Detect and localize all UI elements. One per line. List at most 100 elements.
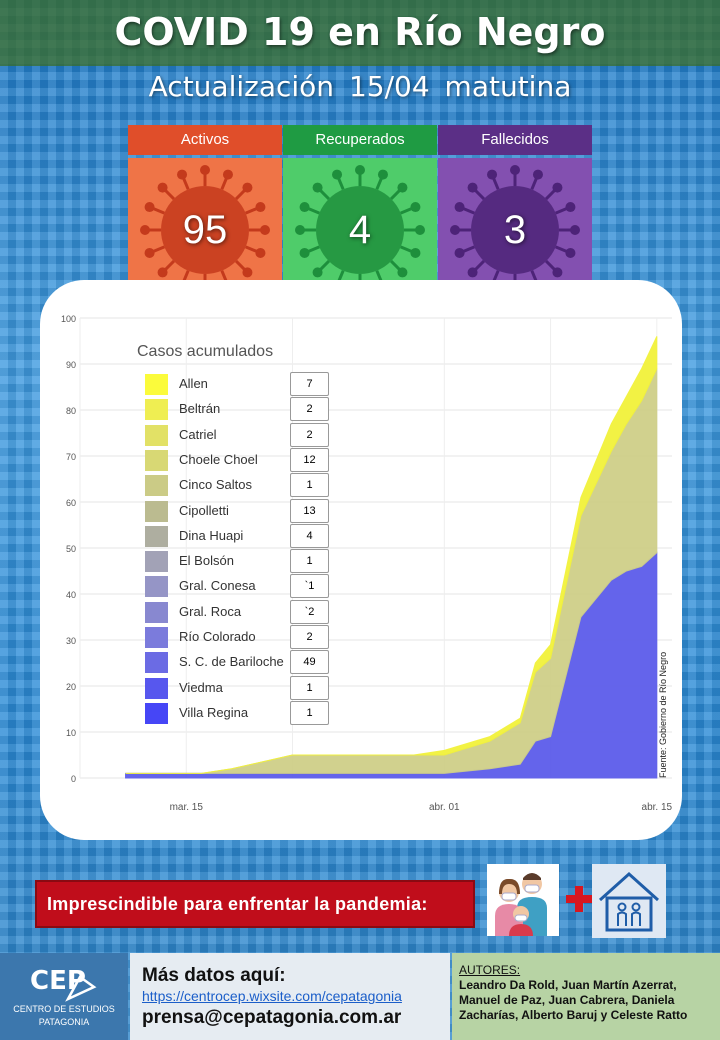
logo-text-line-1: CENTRO DE ESTUDIOS	[13, 1004, 115, 1014]
legend-count: 2	[290, 625, 329, 649]
banner: Imprescindible para enfrentar la pandemi…	[35, 880, 475, 928]
legend-label: Gral. Roca	[179, 603, 242, 619]
legend-label: Cinco Saltos	[179, 477, 252, 493]
legend-item: Río Colorado 2	[145, 625, 330, 649]
x-tick-label: mar. 15	[170, 802, 204, 813]
legend-label: Choele Choel	[179, 451, 258, 467]
stat-label: Fallecidos	[438, 125, 592, 155]
legend-label: Catriel	[179, 426, 217, 442]
header: COVID 19 en Río Negro Actualización 15/0…	[0, 0, 720, 110]
legend-swatch	[145, 449, 168, 471]
y-tick-label: 60	[66, 498, 76, 508]
legend-item: Gral. Roca `2	[145, 599, 330, 624]
plus-icon	[565, 885, 593, 913]
legend-label: S. C. de Bariloche	[179, 654, 284, 670]
legend-item: Viedma 1	[145, 675, 330, 700]
stat-value: 95	[182, 208, 228, 252]
legend-label: Beltrán	[179, 401, 221, 417]
legend-count: 4	[290, 523, 329, 548]
legend-count: 2	[290, 422, 329, 447]
y-tick-label: 0	[71, 774, 76, 784]
legend-swatch	[145, 424, 168, 446]
family-mask-icon	[487, 864, 559, 936]
legend-count: 7	[290, 372, 329, 396]
y-tick-label: 40	[66, 590, 76, 600]
y-tick-label: 10	[66, 728, 76, 738]
legend-label: Dina Huapi	[179, 527, 244, 543]
legend-label: Viedma	[179, 679, 223, 695]
x-tick-label: abr. 01	[429, 802, 460, 813]
more-data-label: Más datos aquí:	[142, 965, 286, 986]
stat-recuperados: Recuperados 4	[283, 125, 437, 303]
legend-swatch	[145, 500, 168, 522]
legend-item: Catriel 2	[145, 422, 330, 447]
legend-swatch	[145, 475, 168, 497]
legend-label: Río Colorado	[179, 629, 256, 644]
page-subtitle: Actualización 15/04 matutina	[148, 70, 572, 103]
stat-activos: Activos 95	[128, 125, 282, 303]
y-tick-label: 80	[66, 406, 76, 416]
cases-area-chart: 0 10 20 30 40 50 60 70 80 90 100 mar. 15 abr. 01 abr.…	[61, 314, 673, 813]
authors-names: Leandro Da Rold, Juan Martín Azerrat, Ma…	[459, 978, 688, 1022]
legend-count: 1	[290, 473, 329, 498]
logo-text-line-2: PATAGONIA	[38, 1017, 90, 1027]
virus-illustration	[283, 158, 437, 303]
legend-swatch	[145, 652, 168, 674]
x-tick-label: abr. 15	[642, 802, 673, 813]
legend-swatch	[145, 601, 168, 623]
title-bar	[0, 0, 720, 66]
page-title: COVID 19 en Río Negro	[114, 10, 606, 54]
y-tick-label: 20	[66, 682, 76, 692]
y-tick-label: 90	[66, 360, 76, 370]
legend-item: Allen 7	[145, 372, 330, 396]
legend-swatch	[145, 374, 168, 395]
legend-count: 13	[290, 498, 329, 523]
legend-swatch	[145, 551, 168, 573]
area-series	[125, 336, 658, 774]
legend-label: Allen	[179, 376, 208, 391]
legend-label: Villa Regina	[179, 704, 249, 720]
legend-count: 12	[290, 447, 329, 472]
legend-label: Gral. Conesa	[179, 578, 256, 594]
legend-swatch	[145, 677, 168, 699]
y-tick-label: 100	[61, 314, 76, 324]
stat-label: Recuperados	[283, 125, 437, 155]
legend-label: Cipolletti	[179, 502, 229, 518]
legend-title: Casos acumulados	[137, 343, 274, 360]
legend-count: 1	[290, 700, 329, 725]
legend-count: `1	[290, 574, 329, 599]
y-tick-label: 50	[66, 544, 76, 554]
cep-logo: CEP CENTRO DE ESTUDIOS PATAGONIA	[0, 953, 128, 1040]
legend-item: El Bolsón 1	[145, 549, 330, 574]
legend-item: Choele Choel 12	[145, 447, 330, 472]
legend-count: 49	[290, 650, 329, 675]
legend-swatch	[145, 525, 168, 547]
y-tick-label: 70	[66, 452, 76, 462]
legend-swatch	[145, 627, 168, 648]
legend-item: Villa Regina 1	[145, 700, 330, 725]
stat-label: Activos	[128, 125, 282, 155]
legend-label: El Bolsón	[179, 553, 234, 569]
footer-contact: Más datos aquí: https://centrocep.wixsit…	[130, 953, 450, 1040]
virus-illustration	[438, 158, 592, 303]
legend-item: Cipolletti 13	[145, 498, 330, 523]
stats-panel: Activos 95 Recuperados 4 Fallecidos 3	[128, 125, 592, 303]
legend-item: Cinco Saltos 1	[145, 473, 330, 498]
authors-heading: AUTORES:	[459, 963, 521, 977]
cep-logo-mark: CEP	[30, 966, 97, 1002]
website-link[interactable]: https://centrocep.wixsite.com/cepatagoni…	[142, 988, 402, 1004]
logo-text: CENTRO DE ESTUDIOS PATAGONIA	[0, 1003, 128, 1029]
legend-item: Gral. Conesa `1	[145, 574, 330, 599]
legend-swatch	[145, 576, 168, 598]
legend-count: 1	[290, 549, 329, 574]
contact-email[interactable]: prensa@cepatagonia.com.ar	[142, 1007, 402, 1028]
legend-swatch	[145, 399, 168, 421]
legend-count: `2	[290, 599, 329, 624]
stat-fallecidos: Fallecidos 3	[438, 125, 592, 303]
stat-value: 4	[348, 208, 372, 252]
legend-swatch	[145, 702, 168, 724]
stay-home-icon	[592, 864, 666, 938]
legend-count: 2	[290, 397, 329, 422]
virus-illustration	[128, 158, 282, 303]
source-note: Fuente: Gobierno de Río Negro	[658, 651, 668, 778]
